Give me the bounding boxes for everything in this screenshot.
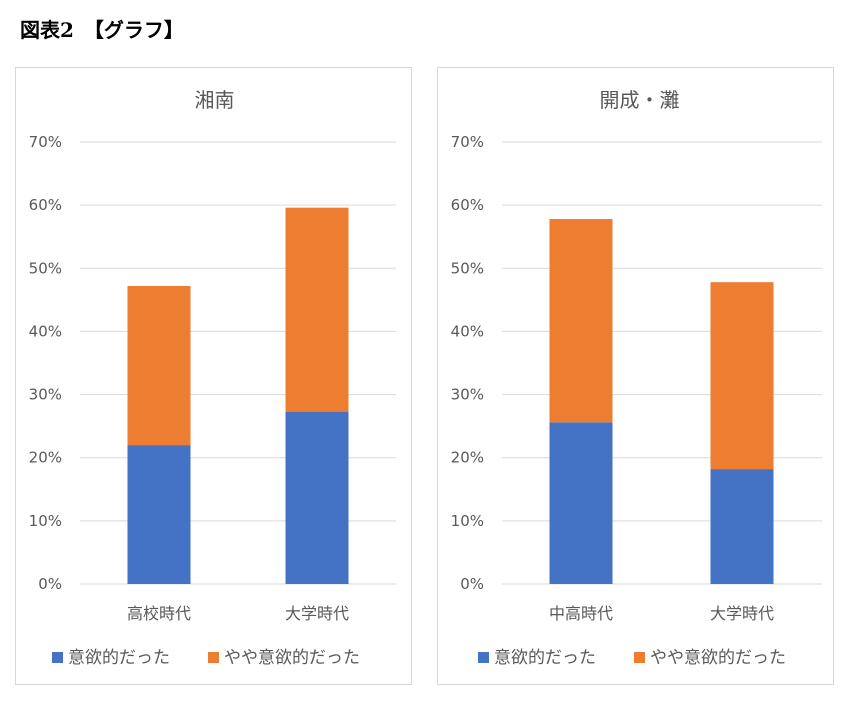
y-tick-label: 30% [451, 386, 484, 404]
legend-label: 意欲的だった [68, 648, 170, 668]
bar-segment [710, 469, 774, 584]
y-tick-label: 0% [460, 575, 484, 593]
y-tick-label: 20% [29, 449, 62, 467]
bar-segment [549, 422, 613, 584]
y-tick-label: 50% [29, 259, 62, 277]
chart-kaisei-nada: 開成・灘 0% 10% 20% 30% 40% 50% 60% 70% 中高時代 大学時代意欲的だっ… [451, 88, 822, 668]
chart-title: 湘南 [195, 88, 235, 112]
y-tick-label: 40% [451, 322, 484, 340]
bar-segment [285, 207, 349, 412]
y-tick-label: 60% [451, 196, 484, 214]
x-category-label: 大学時代 [285, 604, 349, 623]
legend-label: 意欲的だった [494, 648, 596, 668]
y-tick-label: 10% [451, 512, 484, 530]
legend-swatch [478, 652, 489, 663]
legend-label: やや意欲的だった [224, 648, 360, 668]
y-tick-label: 70% [29, 133, 62, 151]
y-tick-label: 0% [38, 575, 62, 593]
chart-panel-shonan: 湘南 0% 10% 20% 30% 40% 50% 60% 70% 高校時代 大学時代意欲的だった や… [15, 67, 412, 685]
chart-title: 開成・灘 [600, 88, 680, 112]
figure-heading: 図表2 【グラフ】 [20, 18, 184, 42]
bar-segment [710, 282, 774, 470]
bar-segment [549, 219, 613, 423]
chart-panel-kaisei-nada: 開成・灘 0% 10% 20% 30% 40% 50% 60% 70% 中高時代 大学時代意欲的だっ… [437, 67, 834, 685]
y-tick-label: 50% [451, 259, 484, 277]
bar-segment [127, 445, 191, 584]
y-tick-label: 30% [29, 386, 62, 404]
x-category-label: 大学時代 [710, 604, 774, 623]
y-tick-label: 70% [451, 133, 484, 151]
y-tick-label: 40% [29, 322, 62, 340]
bar-segment [285, 411, 349, 584]
x-category-label: 高校時代 [127, 604, 191, 623]
legend-swatch [208, 652, 219, 663]
legend-swatch [52, 652, 63, 663]
bar-segment [127, 285, 191, 446]
legend-swatch [634, 652, 645, 663]
legend-label: やや意欲的だった [650, 648, 786, 668]
y-tick-label: 20% [451, 449, 484, 467]
y-tick-label: 10% [29, 512, 62, 530]
x-category-label: 中高時代 [549, 604, 613, 623]
y-tick-label: 60% [29, 196, 62, 214]
